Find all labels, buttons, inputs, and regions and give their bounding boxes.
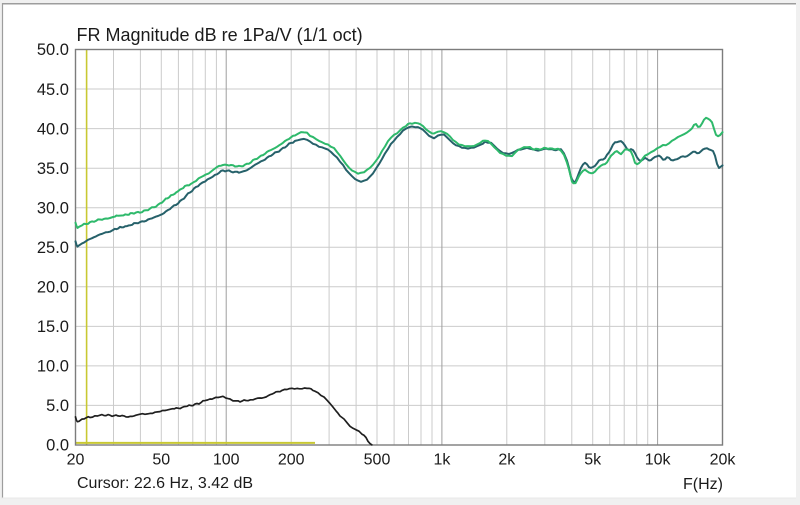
svg-text:20.0: 20.0 xyxy=(37,279,69,297)
svg-text:30.0: 30.0 xyxy=(37,199,69,217)
svg-text:200: 200 xyxy=(278,452,305,469)
svg-text:20: 20 xyxy=(67,452,85,469)
svg-text:10k: 10k xyxy=(645,452,672,469)
svg-text:1k: 1k xyxy=(433,452,451,469)
svg-text:5k: 5k xyxy=(584,452,602,469)
svg-text:40.0: 40.0 xyxy=(37,120,69,138)
svg-text:20k: 20k xyxy=(710,452,737,469)
svg-text:2k: 2k xyxy=(498,452,516,469)
svg-text:45.0: 45.0 xyxy=(37,81,69,99)
svg-text:Cursor: 22.6 Hz, 3.42 dB: Cursor: 22.6 Hz, 3.42 dB xyxy=(77,475,253,492)
svg-text:10.0: 10.0 xyxy=(37,358,69,376)
svg-text:F(Hz): F(Hz) xyxy=(683,476,723,493)
svg-text:FR Magnitude dB re 1Pa/V (1/1: FR Magnitude dB re 1Pa/V (1/1 oct) xyxy=(77,25,363,45)
svg-text:35.0: 35.0 xyxy=(37,160,69,178)
svg-text:500: 500 xyxy=(364,452,391,469)
svg-text:50.0: 50.0 xyxy=(37,41,69,59)
svg-text:50: 50 xyxy=(152,452,170,469)
svg-text:100: 100 xyxy=(213,452,240,469)
svg-text:5.0: 5.0 xyxy=(46,397,69,415)
svg-text:15.0: 15.0 xyxy=(37,318,69,336)
svg-text:25.0: 25.0 xyxy=(37,239,69,257)
svg-text:0.0: 0.0 xyxy=(46,437,69,455)
